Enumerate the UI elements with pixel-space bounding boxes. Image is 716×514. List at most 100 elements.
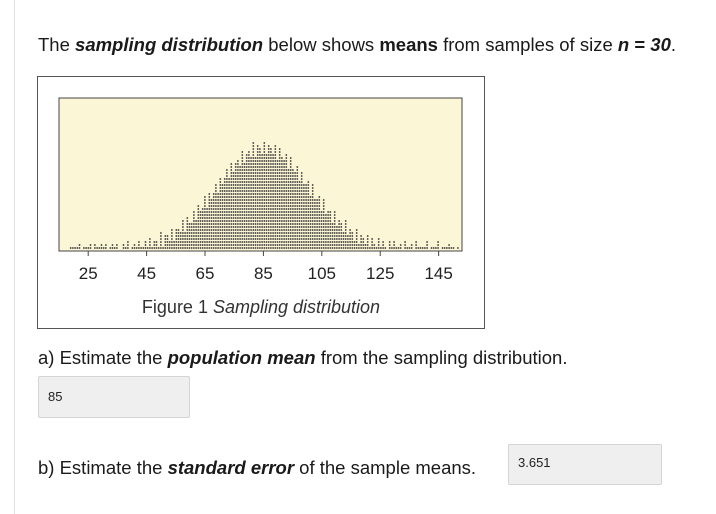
dot	[377, 238, 380, 240]
dot	[329, 247, 332, 249]
dot	[239, 178, 242, 180]
dot	[162, 247, 164, 249]
dot	[294, 208, 296, 210]
dot	[239, 184, 242, 186]
dot	[296, 229, 299, 231]
dot	[303, 226, 305, 228]
dot	[305, 226, 307, 228]
dot	[395, 247, 398, 249]
dot	[109, 247, 112, 249]
dot	[219, 247, 222, 249]
dot	[250, 172, 253, 174]
dot	[171, 229, 173, 231]
dot	[309, 202, 312, 204]
dot	[285, 202, 288, 204]
dot	[261, 166, 263, 168]
dot	[221, 241, 224, 243]
dot	[318, 226, 321, 228]
dot	[296, 211, 299, 213]
dot	[281, 169, 283, 171]
dot	[285, 175, 288, 177]
dot	[223, 190, 226, 192]
dot	[276, 205, 279, 207]
dot	[307, 232, 310, 234]
dot	[256, 148, 259, 150]
dot	[292, 190, 294, 192]
dot	[190, 235, 193, 237]
dot	[237, 244, 239, 246]
dot	[309, 196, 312, 198]
dot	[248, 217, 250, 219]
dot	[259, 196, 261, 198]
dot	[300, 232, 303, 234]
dot	[265, 175, 268, 177]
dot	[217, 220, 220, 222]
dot	[100, 244, 103, 246]
answer-b-field[interactable]: 3.651	[508, 444, 662, 485]
dot	[248, 193, 250, 195]
dot	[239, 223, 242, 225]
dot	[248, 235, 250, 237]
x-tick-label: 45	[137, 264, 156, 283]
dot	[160, 244, 162, 246]
dot	[294, 211, 296, 213]
dot	[283, 184, 285, 186]
dot	[239, 247, 242, 249]
dot	[289, 214, 292, 216]
dot	[318, 229, 321, 231]
dot	[234, 178, 237, 180]
dot	[272, 181, 274, 183]
dot	[177, 238, 180, 240]
dot	[307, 211, 310, 213]
dot	[285, 166, 288, 168]
dot	[239, 181, 242, 183]
dot	[285, 154, 288, 156]
dot	[212, 202, 215, 204]
dot	[274, 181, 277, 183]
dot	[215, 205, 217, 207]
dot	[208, 217, 211, 219]
dot	[296, 196, 299, 198]
dot	[241, 214, 244, 216]
dot	[338, 229, 340, 231]
dot	[325, 244, 327, 246]
dot	[298, 217, 301, 219]
dot	[212, 214, 215, 216]
dot	[179, 247, 182, 249]
dot	[311, 229, 314, 231]
dot	[329, 223, 332, 225]
dot	[261, 220, 263, 222]
dot	[232, 232, 235, 234]
dot	[270, 223, 272, 225]
dot	[228, 211, 231, 213]
dot	[322, 199, 325, 201]
dot	[250, 229, 253, 231]
dot	[377, 247, 380, 249]
dot	[175, 232, 178, 234]
dot	[276, 223, 279, 225]
question-b-suffix: of the sample means.	[294, 457, 477, 478]
dot	[333, 244, 336, 246]
dot	[415, 244, 417, 246]
dot	[252, 154, 255, 156]
answer-a-field[interactable]: 85	[38, 376, 190, 418]
dot	[294, 220, 296, 222]
dot	[278, 160, 281, 162]
dot	[256, 196, 259, 198]
dot	[278, 151, 281, 153]
dot	[188, 238, 191, 240]
dot	[252, 193, 255, 195]
dot	[296, 238, 299, 240]
dot	[228, 244, 231, 246]
dot	[217, 208, 220, 210]
page-left-rule	[14, 0, 15, 514]
dot	[215, 199, 217, 201]
dot	[243, 196, 246, 198]
dot	[195, 244, 198, 246]
dot	[311, 241, 314, 243]
dot	[199, 229, 202, 231]
dot	[435, 247, 437, 249]
dot	[219, 214, 222, 216]
dot	[314, 208, 316, 210]
dot	[226, 169, 228, 171]
